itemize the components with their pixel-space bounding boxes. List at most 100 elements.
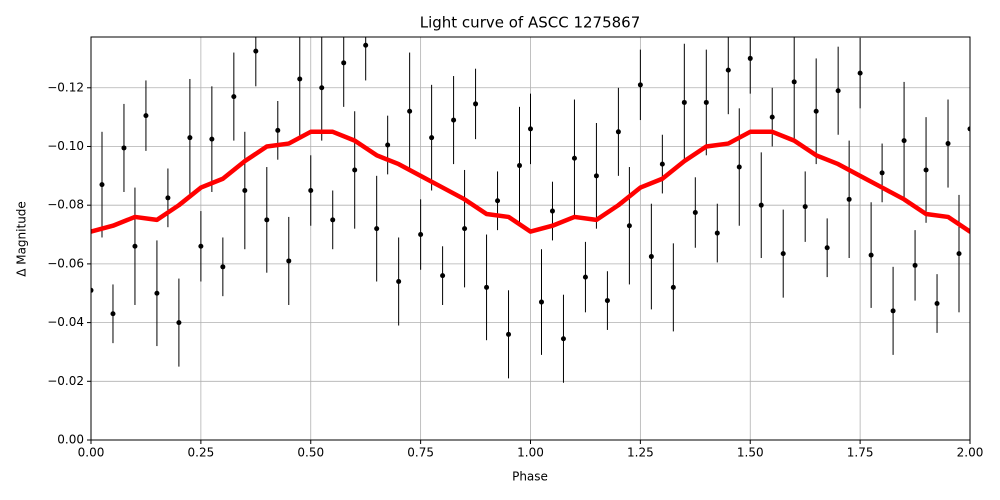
data-point [604,298,610,304]
data-point [165,195,171,201]
y-tick-label: −0.08 [47,198,84,212]
data-point [473,101,479,107]
y-tick-label: −0.06 [47,256,84,270]
ticks: 0.00 0.25 0.50 0.75 1.00 1.25 1.50 1.75 2.00 0.00… [47,80,983,459]
binned-curve [91,129,970,234]
y-tick-label: −0.12 [47,80,84,94]
data-point [890,308,896,314]
data-point [198,243,204,249]
data-point [615,129,621,135]
data-point [407,108,413,114]
data-point [451,117,457,123]
x-tick-label: 1.50 [737,446,764,460]
x-tick-label: 0.25 [188,446,215,460]
data-point [462,226,468,232]
data-point [330,217,336,223]
data-point [736,164,742,170]
data-point [319,85,325,91]
data-point [879,170,885,176]
data-point [582,274,588,280]
data-point [506,331,512,337]
data-point [308,188,314,194]
data-point [495,198,501,204]
data-point [538,299,544,305]
data-point [956,251,962,257]
data-point [297,76,303,82]
data-point [681,99,687,105]
data-point [802,204,808,210]
plot-area [91,37,970,383]
y-axis-label: Δ Magnitude [15,201,29,277]
y-tick-label: 0.00 [57,433,84,447]
data-point [934,301,940,307]
y-tick-label: −0.10 [47,139,84,153]
x-tick-label: 1.25 [627,446,654,460]
x-tick-label: 0.00 [78,446,105,460]
data-point [154,290,160,296]
data-point [945,141,951,147]
data-point [242,188,248,194]
data-point [769,114,775,120]
data-point [132,243,138,249]
x-tick-label: 1.75 [847,446,874,460]
data-point [91,287,94,293]
chart-title: Light curve of ASCC 1275867 [420,14,641,32]
data-point [703,99,709,105]
data-point [923,167,929,173]
data-point [758,202,764,208]
data-point [560,336,566,342]
data-point [835,88,841,94]
data-point [220,264,226,270]
data-point [780,251,786,257]
data-point [648,254,654,260]
data-point [846,196,852,202]
data-point [275,127,281,133]
data-point [912,262,918,268]
x-axis-label: Phase [512,470,548,484]
x-tick-label: 1.00 [517,446,544,460]
x-tick-label: 0.75 [407,446,434,460]
data-point [352,167,358,173]
data-point [99,182,105,188]
data-point [725,67,731,73]
data-point [549,208,555,214]
data-point [143,113,149,119]
data-point [659,161,665,167]
data-point [824,245,830,251]
data-point [791,79,797,85]
data-point [714,230,720,236]
data-point [670,284,676,290]
data-point [264,217,270,223]
data-point [440,273,446,279]
data-point [528,126,533,132]
data-point [857,70,863,76]
y-tick-label: −0.04 [47,315,84,329]
x-tick-label: 2.00 [957,446,984,460]
y-tick-label: −0.02 [47,374,84,388]
data-point [231,94,237,100]
data-point [626,223,632,229]
data-point [747,55,753,61]
data-point [341,60,347,66]
data-point [418,232,424,238]
data-point [176,320,182,326]
data-point [209,136,215,142]
data-point [429,135,435,141]
data-point [484,284,490,290]
data-point [253,48,259,54]
data-point [517,163,523,169]
data-point [121,145,127,151]
x-tick-label: 0.50 [297,446,324,460]
data-point [385,142,391,148]
data-point [286,258,292,264]
data-point [374,226,380,232]
data-point [593,173,599,179]
data-point [110,311,116,317]
data-point [396,279,402,285]
data-point [901,138,907,144]
data-point [637,82,643,88]
data-point [868,252,874,258]
data-point [187,135,193,141]
